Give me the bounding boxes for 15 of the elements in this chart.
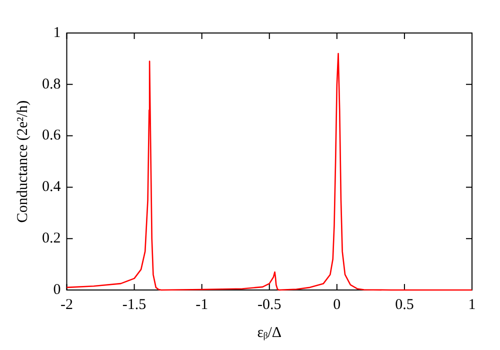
- y-tick-label: 1: [53, 24, 61, 41]
- y-tick-label: 0.2: [42, 230, 61, 247]
- y-tick-label: 0.4: [42, 179, 62, 196]
- x-tick-label: -0.5: [258, 296, 282, 313]
- x-tick-label: -1.5: [122, 296, 146, 313]
- x-tick-label: -1: [196, 296, 208, 313]
- y-tick-label: 0.6: [42, 128, 62, 144]
- x-tick-label: -2: [60, 296, 73, 313]
- y-tick-label: 0: [53, 282, 61, 298]
- x-tick-label: 0.5: [395, 296, 414, 313]
- x-tick-label: 0: [333, 296, 341, 313]
- x-tick-label: 1: [468, 296, 476, 313]
- y-axis-title: Conductance (2e²/h): [14, 100, 31, 223]
- x-axis-title: εᵦ/Δ: [257, 324, 282, 341]
- y-tick-label: 0.8: [42, 76, 61, 92]
